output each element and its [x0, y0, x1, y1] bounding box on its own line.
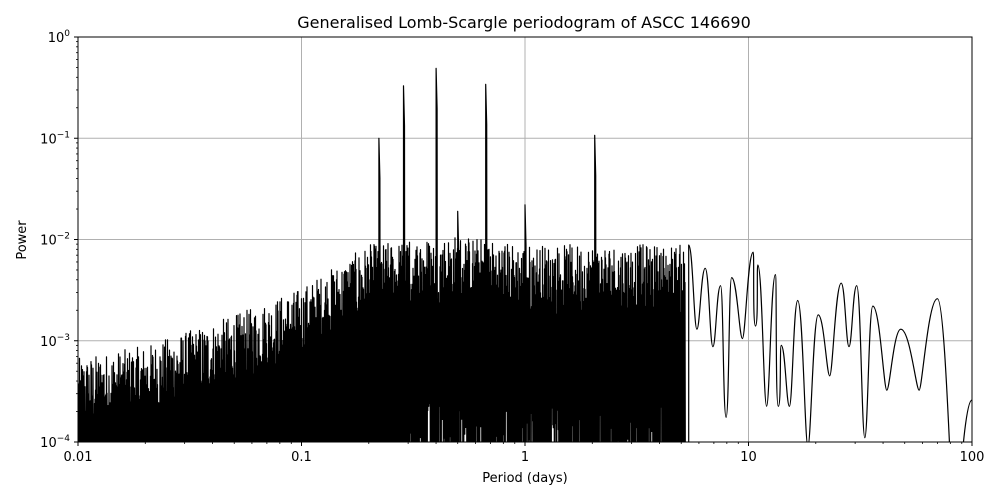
y-tick-label: 10−4: [40, 434, 70, 451]
x-tick-label: 0.1: [291, 450, 312, 465]
y-tick-label: 10−1: [40, 130, 70, 147]
periodogram-line: [78, 67, 972, 442]
x-tick-labels: 0.01 0.1 1 10 100: [64, 450, 985, 465]
y-tick-label: 10−3: [40, 333, 70, 350]
x-tick-label: 0.01: [64, 450, 93, 465]
x-tick-label: 10: [740, 450, 757, 465]
x-tick-label: 100: [960, 450, 985, 465]
chart-title: Generalised Lomb-Scargle periodogram of …: [297, 13, 751, 32]
y-axis-label: Power: [15, 220, 30, 260]
x-axis-label: Period (days): [482, 471, 568, 486]
axis-ticks: [74, 36, 973, 446]
y-tick-label: 100: [48, 29, 71, 46]
y-tick-labels: 100 10−1 10−2 10−3 10−4: [40, 29, 70, 451]
x-tick-label: 1: [521, 450, 529, 465]
y-tick-label: 10−2: [40, 232, 70, 249]
